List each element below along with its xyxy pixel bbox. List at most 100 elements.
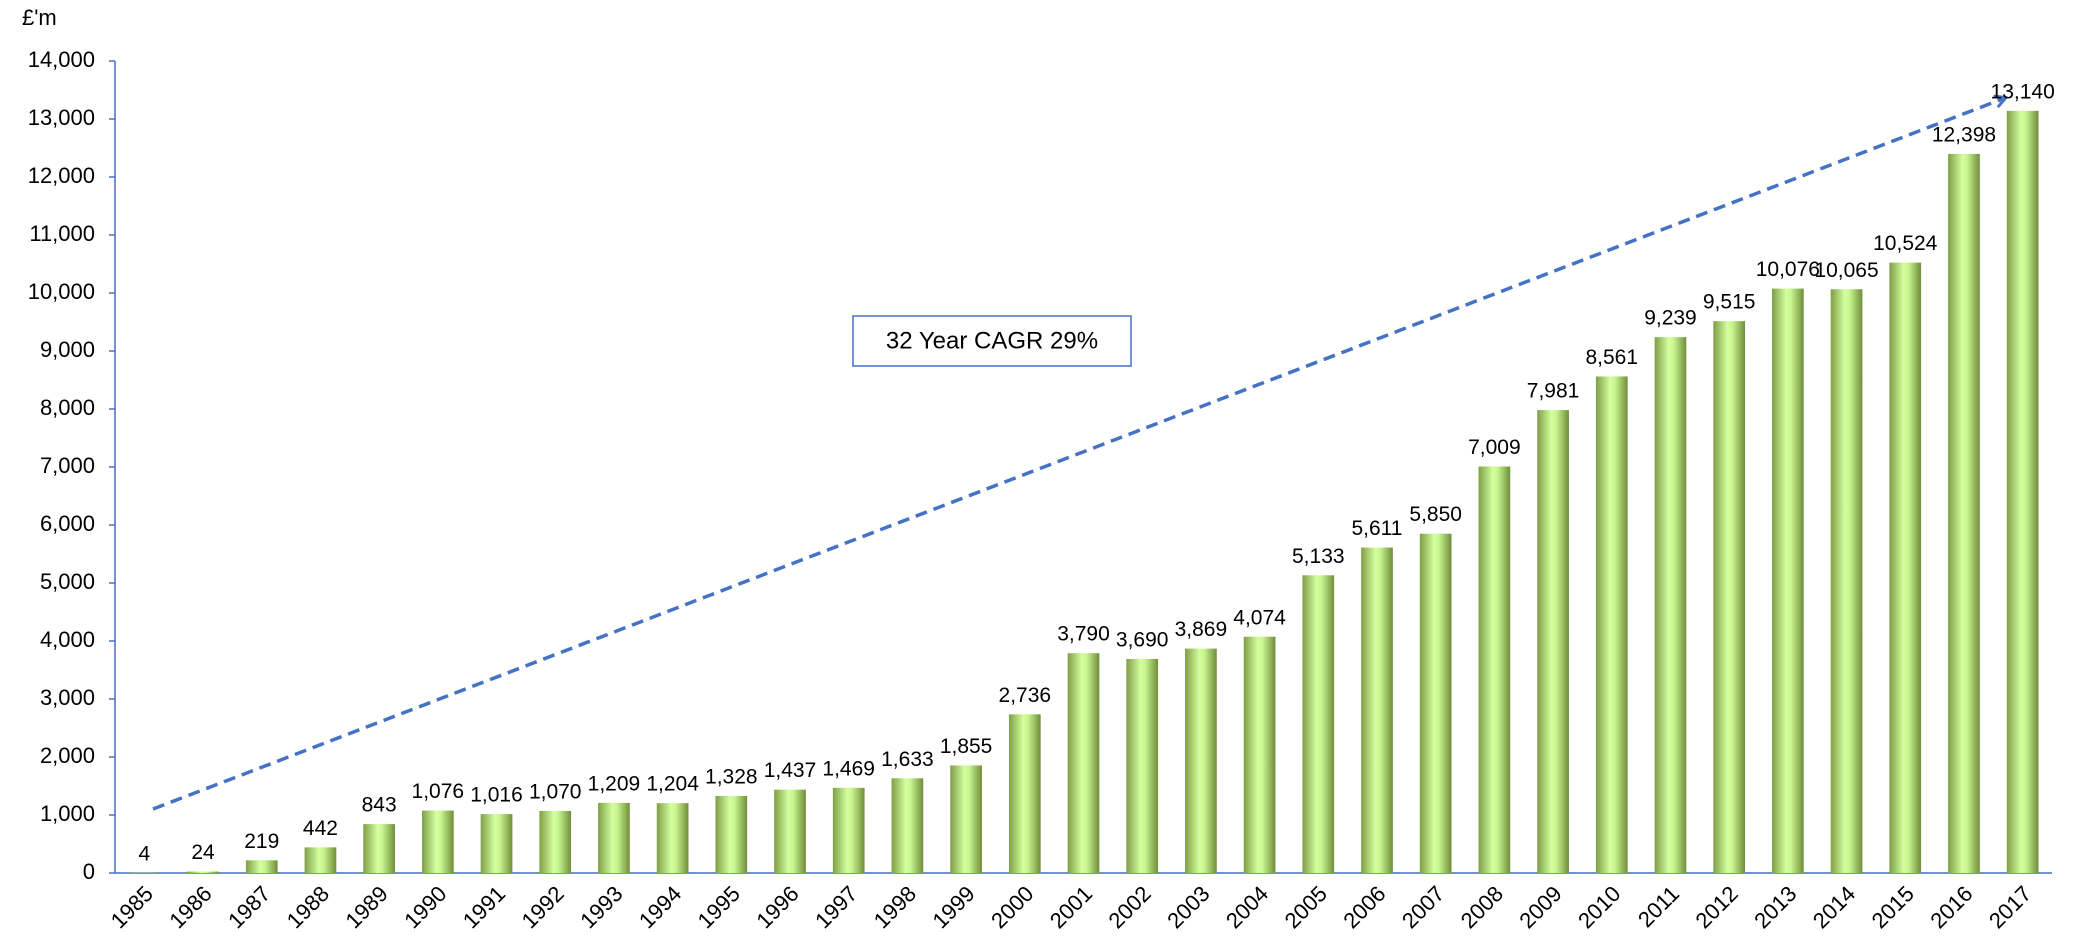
x-tick-label: 1993 — [575, 881, 627, 933]
x-tick-label: 1996 — [751, 881, 803, 933]
x-tick-label: 1998 — [869, 881, 921, 933]
x-tick-label: 1999 — [927, 881, 979, 933]
bar — [539, 810, 572, 873]
value-label: 1,016 — [470, 784, 523, 807]
y-tick-label: 11,000 — [29, 221, 95, 246]
x-tick-label: 2009 — [1514, 881, 1566, 933]
bar — [1595, 376, 1628, 873]
value-label: 24 — [191, 841, 215, 864]
x-tick-label: 1997 — [810, 881, 862, 933]
value-label: 1,328 — [705, 766, 758, 789]
bar — [245, 860, 278, 873]
x-tick-label: 2002 — [1104, 881, 1156, 933]
y-tick-label: 9,000 — [40, 337, 95, 362]
x-tick-label: 2003 — [1162, 881, 1214, 933]
bar — [1008, 714, 1041, 873]
bar — [598, 802, 630, 873]
x-tick-label: 1994 — [634, 881, 686, 933]
value-label: 10,065 — [1814, 259, 1878, 282]
value-label: 5,611 — [1351, 517, 1402, 540]
value-label: 5,133 — [1292, 545, 1345, 568]
x-tick-label: 1985 — [106, 881, 158, 933]
y-tick-label: 10,000 — [28, 279, 95, 304]
value-label: 219 — [244, 830, 279, 853]
annotation-box — [852, 315, 1132, 367]
value-label: 7,981 — [1527, 380, 1580, 403]
value-label: 5,850 — [1409, 503, 1462, 526]
x-tick-label: 2004 — [1221, 881, 1273, 933]
bar — [363, 824, 395, 873]
bar — [1830, 289, 1863, 874]
bar — [1948, 153, 1980, 873]
x-tick-label: 2001 — [1045, 881, 1097, 933]
value-label: 9,239 — [1644, 307, 1697, 330]
value-label: 4 — [139, 842, 151, 865]
y-tick-label: 12,000 — [28, 163, 95, 188]
bar — [1243, 636, 1276, 873]
x-tick-label: 1988 — [282, 881, 334, 933]
bar — [187, 871, 219, 873]
bar — [1185, 648, 1217, 873]
x-tick-label: 2006 — [1338, 881, 1390, 933]
x-tick-label: 2015 — [1867, 881, 1919, 933]
x-tick-label: 2014 — [1808, 881, 1860, 933]
bar — [774, 789, 806, 873]
x-tick-label: 2008 — [1456, 881, 1508, 933]
y-tick-label: 2,000 — [40, 743, 95, 768]
x-tick-label: 1995 — [693, 881, 745, 933]
trend-arrow — [152, 98, 2005, 811]
bar — [1537, 410, 1569, 873]
y-tick-label: 13,000 — [28, 105, 95, 130]
bar — [1302, 575, 1335, 873]
value-label: 3,869 — [1175, 618, 1228, 641]
bar — [304, 847, 337, 873]
bar — [1478, 466, 1511, 873]
y-tick-label: 6,000 — [40, 511, 95, 536]
x-tick-label: 2016 — [1925, 881, 1977, 933]
value-label: 3,790 — [1057, 623, 1110, 646]
bar — [950, 765, 982, 873]
value-label: 10,076 — [1756, 258, 1820, 281]
x-tick-label: 1989 — [340, 881, 392, 933]
value-label: 9,515 — [1703, 291, 1756, 314]
y-tick-label: 14,000 — [28, 47, 95, 72]
value-label: 1,437 — [764, 759, 817, 782]
x-tick-label: 2012 — [1691, 881, 1743, 933]
x-tick-label: 2010 — [1573, 881, 1625, 933]
bar — [421, 810, 454, 873]
value-label: 3,690 — [1116, 629, 1169, 652]
x-tick-label: 2000 — [986, 881, 1038, 933]
bar — [480, 814, 513, 873]
bar — [656, 803, 689, 873]
value-label: 13,140 — [1991, 80, 2055, 103]
x-tick-label: 1992 — [517, 881, 569, 933]
y-tick-label: 0 — [83, 859, 95, 884]
x-tick-label: 1991 — [458, 881, 510, 933]
value-label: 843 — [362, 794, 397, 817]
x-tick-label: 2011 — [1633, 881, 1684, 932]
value-label: 1,204 — [646, 773, 699, 796]
y-tick-label: 5,000 — [40, 569, 95, 594]
bar — [1361, 547, 1393, 873]
value-label: 1,633 — [881, 748, 934, 771]
y-tick-label: 3,000 — [40, 685, 95, 710]
annotation: 32 Year CAGR 29% — [886, 327, 1098, 354]
value-label: 1,070 — [529, 780, 582, 803]
y-tick-label: 7,000 — [40, 453, 95, 478]
x-tick-label: 2013 — [1749, 881, 1801, 933]
bar — [1126, 658, 1159, 873]
value-label: 1,076 — [412, 780, 465, 803]
y-tick-label: 4,000 — [40, 627, 95, 652]
bar — [1067, 653, 1100, 873]
value-label: 1,855 — [940, 735, 993, 758]
value-label: 8,561 — [1585, 346, 1638, 369]
bar — [1772, 288, 1804, 873]
value-label: 1,209 — [588, 772, 641, 795]
x-tick-label: 2005 — [1280, 881, 1332, 933]
bar — [1419, 533, 1452, 873]
bar — [1654, 337, 1687, 873]
x-tick-label: 2017 — [1984, 881, 2036, 933]
bar — [1713, 321, 1746, 873]
value-label: 442 — [303, 817, 338, 840]
value-label: 7,009 — [1468, 436, 1521, 459]
